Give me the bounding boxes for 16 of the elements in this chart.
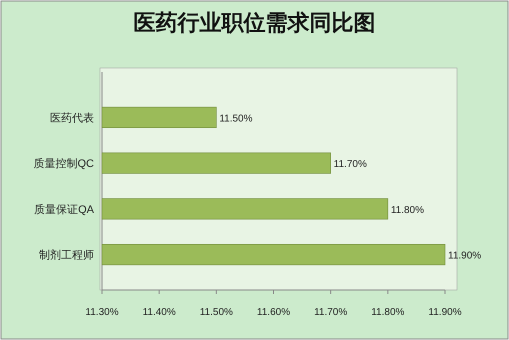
x-tick-label: 11.50% [200,307,234,318]
y-tick-label: 制剂工程师 [39,248,94,262]
data-label: 11.70% [334,159,367,170]
x-tick-label: 11.90% [428,307,462,318]
x-tick-label: 11.70% [314,307,348,318]
x-tick-label: 11.60% [256,307,290,318]
data-label: 11.90% [448,250,482,262]
x-tick-label: 11.30% [85,307,119,318]
y-tick-label: 质量控制QC [34,157,94,170]
y-tick-label: 质量保证QA [34,202,95,216]
x-tick-label: 11.80% [371,307,405,318]
data-label: 11.80% [390,204,424,216]
x-tick-label: 11.40% [142,307,176,318]
data-label: 11.50% [219,113,253,124]
chart-title: 医药行业职位需求同比图 [134,10,376,35]
y-tick-label: 医药代表 [50,111,94,124]
